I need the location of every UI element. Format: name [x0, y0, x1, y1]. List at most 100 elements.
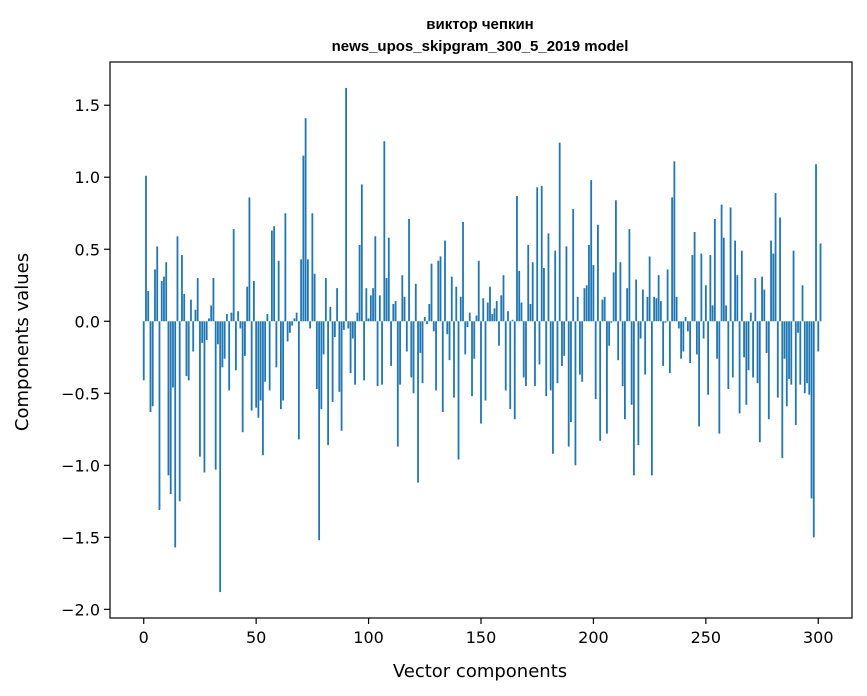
bar — [279, 321, 282, 410]
bar — [498, 321, 500, 346]
plot-frame — [109, 61, 853, 619]
bar — [185, 321, 188, 377]
bar — [581, 321, 584, 382]
bar — [369, 295, 372, 322]
bar — [799, 321, 802, 385]
bar — [482, 298, 485, 322]
bar — [592, 265, 595, 322]
bar — [749, 312, 752, 322]
bar — [203, 321, 206, 473]
bar — [615, 200, 617, 322]
bar — [372, 288, 374, 322]
bar — [441, 321, 444, 413]
bar — [156, 246, 159, 322]
bar — [214, 321, 217, 470]
bar — [318, 321, 321, 541]
bar — [810, 321, 813, 499]
bar — [747, 321, 750, 371]
bar — [525, 321, 527, 387]
bar — [360, 184, 363, 322]
y-axis-ticks: −2.0 −1.5 −1.0 −0.5 0.0 0.5 1.0 1.5 — [61, 96, 110, 619]
x-tick-label: 250 — [691, 628, 722, 647]
bar — [718, 321, 721, 434]
bar — [801, 285, 804, 322]
y-tick-label: −2.0 — [61, 600, 100, 619]
bar — [695, 321, 698, 355]
bar — [446, 321, 449, 335]
bar — [740, 250, 743, 322]
bar — [493, 308, 496, 322]
x-tick-label: 100 — [353, 628, 384, 647]
bar — [286, 321, 289, 342]
bar — [630, 321, 633, 405]
bar — [165, 262, 168, 322]
x-axis-label: Vector components — [393, 661, 567, 682]
bar — [320, 321, 323, 410]
bar — [450, 276, 453, 322]
bar — [145, 175, 147, 322]
bar — [781, 321, 784, 459]
bar — [235, 321, 237, 371]
bar — [262, 321, 264, 456]
bar — [704, 285, 707, 322]
bar — [785, 321, 788, 407]
bar — [439, 256, 442, 322]
bar — [504, 321, 507, 391]
bar — [691, 255, 694, 322]
y-tick-label: −0.5 — [61, 384, 100, 403]
x-axis-ticks: 0 50 100 150 200 250 300 — [139, 618, 834, 647]
bar — [776, 321, 779, 398]
bar — [536, 187, 539, 322]
bar — [610, 321, 613, 323]
bar — [192, 321, 195, 352]
bar — [297, 321, 300, 440]
bar — [376, 321, 379, 387]
bar — [806, 321, 808, 384]
bar — [808, 321, 811, 395]
bar — [417, 321, 419, 483]
bar — [270, 230, 273, 322]
bar — [347, 321, 350, 329]
bar — [491, 314, 494, 322]
bar — [468, 312, 471, 322]
bar — [790, 321, 793, 385]
bar — [288, 321, 291, 333]
bar — [340, 321, 343, 431]
bar — [201, 321, 204, 343]
bar — [349, 321, 352, 374]
bar — [275, 321, 278, 368]
bar — [210, 305, 213, 322]
bar — [149, 321, 152, 413]
bar — [621, 321, 624, 387]
bar — [489, 286, 491, 322]
bar — [160, 280, 163, 322]
bar — [624, 321, 626, 420]
bar — [390, 321, 392, 366]
bar — [603, 296, 606, 322]
bar — [518, 270, 521, 322]
bar — [169, 321, 172, 495]
bar — [803, 321, 806, 394]
bar — [635, 279, 638, 322]
bar — [552, 321, 554, 454]
bar — [244, 321, 246, 356]
bar — [423, 316, 426, 322]
bar — [502, 275, 505, 322]
bar — [745, 321, 748, 405]
bar — [374, 236, 377, 322]
bar — [241, 321, 244, 433]
bar — [686, 321, 689, 332]
bar — [392, 303, 395, 322]
bar — [336, 288, 338, 322]
bar — [565, 246, 568, 322]
bar — [226, 314, 228, 322]
bar — [477, 260, 480, 322]
bar — [538, 321, 541, 365]
bar — [792, 250, 795, 322]
bar — [410, 321, 413, 378]
bar — [167, 321, 170, 476]
bar — [462, 221, 464, 322]
bar — [471, 321, 473, 397]
bar — [273, 226, 276, 322]
bar — [437, 260, 440, 322]
